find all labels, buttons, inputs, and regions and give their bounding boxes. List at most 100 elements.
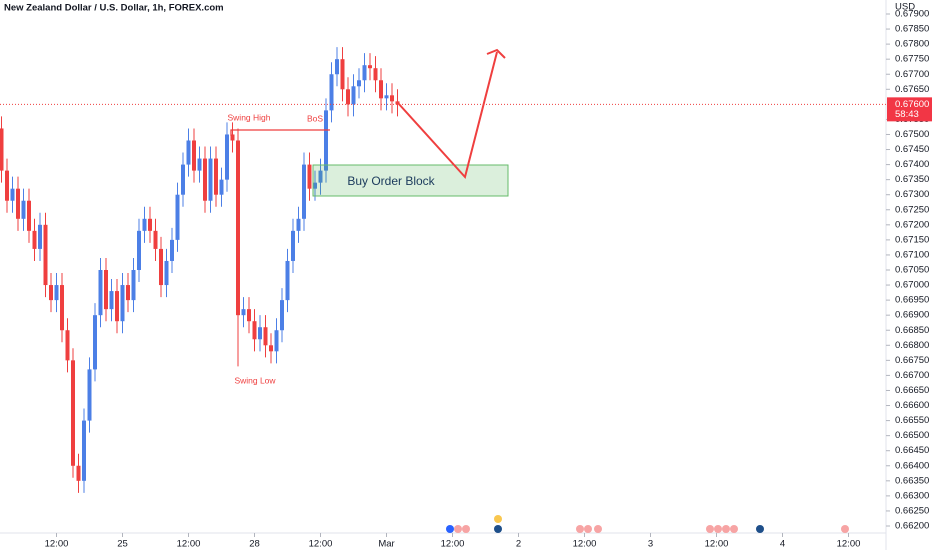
y-tick-label: 0.66700 (895, 370, 929, 381)
candle-body (126, 285, 130, 301)
candle-body (351, 86, 356, 105)
y-tick-label: 0.66250 (895, 505, 929, 516)
candle-body (27, 200, 31, 231)
candle-body (203, 158, 207, 201)
y-tick-label: 0.67050 (895, 265, 929, 276)
candle-body (214, 158, 218, 195)
x-tick-label: Mar (378, 539, 394, 550)
x-tick-label: 12:00 (309, 539, 333, 550)
candle-body (291, 230, 295, 261)
candle-body (258, 327, 262, 340)
y-tick-label: 0.66400 (895, 460, 929, 471)
y-tick-label: 0.66450 (895, 445, 929, 456)
plot (0, 47, 400, 493)
candle-body (0, 128, 4, 171)
arrow-head (486, 48, 506, 59)
candle-body (104, 270, 108, 310)
swing-high-line (230, 129, 330, 136)
candle-body (329, 74, 334, 111)
candle-body (5, 170, 9, 201)
candle-body (54, 285, 59, 301)
candle-body (219, 179, 224, 195)
candle-body (192, 140, 196, 171)
candle-body (379, 80, 383, 99)
x-tick-label: 3 (648, 539, 653, 550)
candle-body (208, 158, 213, 201)
candle-body (373, 68, 378, 81)
candle-body (181, 164, 185, 195)
candle-body (82, 420, 86, 481)
candle-body (335, 59, 339, 75)
y-tick-label: 0.67300 (895, 189, 929, 200)
y-tick-label: 0.66500 (895, 430, 929, 441)
y-tick-label: 0.66600 (895, 400, 929, 411)
candle-body (170, 239, 174, 261)
y-tick-label: 0.67000 (895, 280, 929, 291)
candle-body (109, 291, 114, 310)
y-tick-label: 0.67150 (895, 234, 929, 245)
y-tick-label: 0.67500 (895, 129, 929, 140)
candle-body (302, 164, 306, 219)
candle-body (16, 188, 20, 219)
candle-body (252, 321, 257, 340)
candle-body (49, 285, 53, 301)
y-tick-label: 0.66900 (895, 310, 929, 321)
current-price-box (887, 97, 932, 122)
y-tick-label: 0.66350 (895, 475, 929, 486)
candle-body (362, 65, 367, 81)
candle-body (313, 182, 317, 189)
candle-body (137, 230, 141, 270)
candle-body (230, 134, 235, 141)
y-tick-label: 0.66200 (895, 521, 929, 532)
y-tick-label: 0.66650 (895, 385, 929, 396)
y-tick-label: 0.67250 (895, 204, 929, 215)
candle-body (32, 230, 37, 249)
candle-body (21, 200, 26, 219)
candle-body (43, 224, 48, 286)
candle-body (60, 285, 64, 331)
x-tick-label: 12:00 (441, 539, 465, 550)
candle-body (318, 170, 323, 183)
candle-body (285, 260, 290, 301)
candle-body (280, 300, 284, 331)
x-tick-label: 28 (249, 539, 260, 550)
y-tick-label: 0.67700 (895, 69, 929, 80)
x-tick-label: 25 (117, 539, 128, 550)
candle-body (225, 134, 229, 180)
countdown-label: 58:43 (895, 109, 919, 120)
candle-body (120, 285, 125, 322)
y-tick-label: 0.67900 (895, 9, 929, 20)
candle-body (357, 80, 361, 87)
candle-body (71, 360, 75, 466)
order-block-label: Buy Order Block (347, 174, 435, 188)
y-tick-label: 0.66800 (895, 340, 929, 351)
y-tick-label: 0.66300 (895, 490, 929, 501)
y-tick-label: 0.66550 (895, 415, 929, 426)
x-tick-label: 12:00 (837, 539, 861, 550)
candle-body (274, 330, 279, 352)
candle-body (390, 95, 394, 102)
y-tick-label: 0.66750 (895, 355, 929, 366)
candle-body (186, 140, 191, 165)
candle-body (197, 158, 202, 171)
candle-body (247, 309, 251, 322)
candle-body (148, 218, 152, 231)
candle-body (98, 270, 103, 316)
y-tick-label: 0.67750 (895, 54, 929, 65)
swing-high-label: Swing High (228, 112, 271, 122)
y-tick-label: 0.67450 (895, 144, 929, 155)
currency-label: USD (895, 2, 915, 13)
y-tick-label: 0.67650 (895, 84, 929, 95)
candle-body (131, 270, 136, 301)
y-tick-label: 0.67200 (895, 219, 929, 230)
candle-body (307, 164, 312, 189)
x-tick-label: 12:00 (705, 539, 729, 550)
chart-title: New Zealand Dollar / U.S. Dollar, 1h, FO… (4, 3, 224, 14)
candle-body (10, 188, 15, 201)
candle-body (164, 260, 169, 286)
candle-body (159, 248, 163, 286)
candle-body (340, 59, 345, 90)
candle-body (296, 218, 301, 231)
order-block (312, 164, 509, 197)
